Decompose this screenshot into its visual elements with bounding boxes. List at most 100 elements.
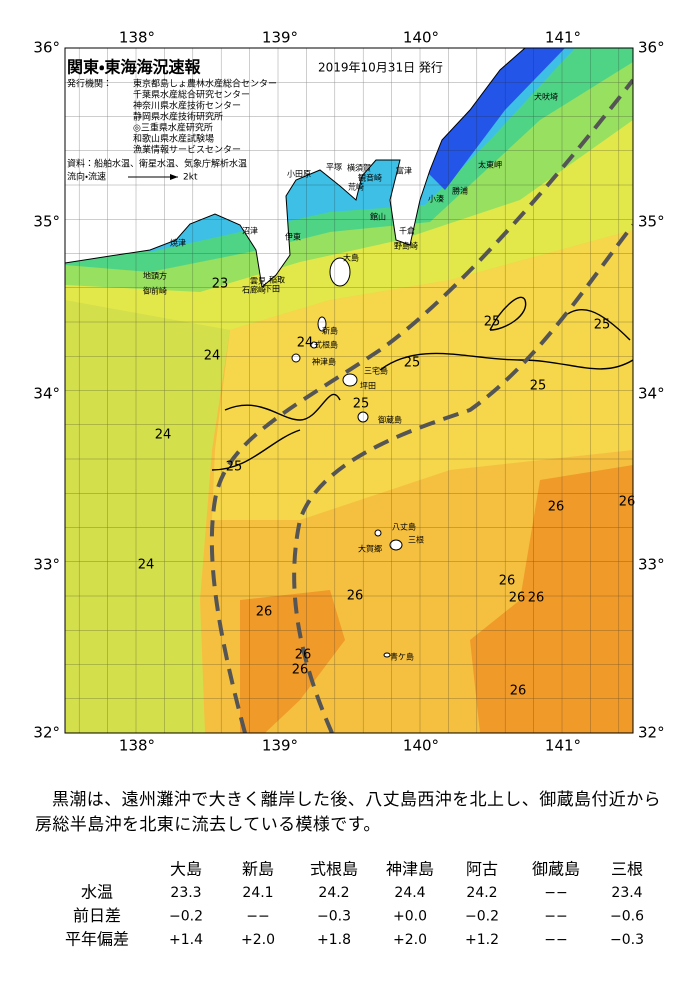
place-name: 三宅島 (364, 366, 388, 376)
place-name: 横須賀 (347, 163, 371, 173)
agency: ◎三重県水産研究所 (133, 122, 213, 134)
table-cell: −− (544, 885, 567, 901)
agency: 神奈川県水産技術センター (133, 100, 241, 112)
table-cell: −0.3 (317, 909, 351, 925)
table-cell: 24.4 (394, 885, 425, 901)
table-column: 式根島 (310, 860, 358, 879)
place-name: 式根島 (314, 340, 338, 350)
table-cell: −0.2 (465, 909, 499, 925)
table-column: 神津島 (386, 860, 434, 879)
issue-date: 2019年10月31日 発行 (318, 61, 443, 75)
place-name: 野島崎 (394, 241, 418, 251)
table-column: 大島 (170, 860, 202, 879)
place-name: 青ケ島 (390, 652, 414, 662)
place-name: 神津島 (312, 357, 336, 367)
table-cell: −− (246, 909, 269, 925)
place-name: 太東岬 (478, 160, 502, 170)
description: 黒潮は、遠州灘沖で大きく離岸した後、八丈島西沖を北上し、御蔵島付近から房総半島沖… (35, 790, 661, 835)
map-title: 関東・東海海況速報 (67, 58, 201, 77)
flow-arrow-head (170, 174, 178, 180)
table-cell: −0.3 (610, 932, 644, 948)
isotherm-label: 25 (484, 315, 501, 330)
place-name: 雲見 (250, 277, 266, 286)
lon-label: 139° (262, 29, 298, 47)
isotherm-label: 26 (510, 684, 527, 699)
table-column: 阿古 (466, 860, 498, 879)
lat-label: 36° (638, 39, 665, 57)
table-column: 新島 (242, 860, 274, 879)
table-row-label: 平年偏差 (65, 930, 129, 949)
table-cell: +1.4 (169, 932, 203, 948)
place-name: 館山 (370, 212, 386, 222)
agencies-label: 発行機関： (67, 78, 112, 90)
place-name: 勝浦 (452, 186, 468, 196)
lon-label: 141° (545, 29, 581, 47)
place-name: 大島 (343, 253, 359, 263)
table-cell: +1.2 (465, 932, 499, 948)
isotherm-label: 26 (509, 591, 526, 606)
lon-label: 138° (119, 737, 155, 755)
place-name: 石廊崎 (242, 285, 266, 295)
lat-label: 32° (33, 724, 60, 742)
table-cell: 23.4 (611, 885, 642, 901)
table-column: 御蔵島 (532, 860, 580, 879)
lon-label: 140° (403, 737, 439, 755)
place-name: 荒崎 (348, 182, 364, 192)
lat-label: 36° (33, 39, 60, 57)
place-name: 焼津 (170, 238, 186, 248)
lat-label: 32° (638, 724, 665, 742)
place-name: 下田 (264, 285, 280, 294)
lat-label: 34° (638, 385, 665, 403)
table-cell: +0.0 (393, 909, 427, 925)
lon-label: 141° (545, 737, 581, 755)
lat-label: 35° (638, 213, 665, 231)
lat-label: 34° (33, 385, 60, 403)
isotherm-label: 25 (530, 379, 547, 394)
isotherm-label: 26 (347, 589, 364, 604)
table-cell: 23.3 (170, 885, 201, 901)
place-name: 平塚 (326, 163, 342, 172)
table-cell: 24.2 (466, 885, 497, 901)
place-name: 三根 (408, 535, 424, 545)
place-name: 富津 (396, 166, 412, 176)
lat-label: 33° (33, 556, 60, 574)
lat-label: 35° (33, 213, 60, 231)
sources: 資料：船舶水温、衛星水温、気象庁解析水温 (67, 158, 247, 170)
isotherm-label: 25 (353, 397, 370, 412)
place-name: 八丈島 (392, 522, 416, 532)
isotherm-label: 26 (292, 663, 309, 678)
table-cell: 24.1 (242, 885, 273, 901)
flow-label: 流向・流速 (67, 171, 106, 183)
table-cell: 24.2 (318, 885, 349, 901)
isotherm-label: 25 (226, 460, 243, 475)
place-name: 観音崎 (358, 173, 382, 183)
agency: 漁業情報サービスセンター (133, 144, 241, 156)
isotherm-label: 26 (499, 574, 516, 589)
isotherm-label: 24 (138, 558, 155, 573)
isotherm-label: 25 (404, 356, 421, 371)
place-name: 地頭方 (143, 271, 167, 281)
place-name: 御蔵島 (378, 415, 402, 425)
table-cell: +2.0 (241, 932, 275, 948)
place-name: 伊東 (285, 232, 301, 242)
isotherm-label: 26 (548, 500, 565, 515)
table-cell: −0.2 (169, 909, 203, 925)
place-name: 千倉 (399, 226, 415, 236)
place-name: 犬吠埼 (534, 92, 558, 102)
place-name: 大賀郷 (358, 544, 382, 554)
lon-label: 139° (262, 737, 298, 755)
table-cell: −− (544, 909, 567, 925)
lat-label: 33° (638, 556, 665, 574)
isotherm-label: 26 (528, 591, 545, 606)
agency: 静岡県水産技術研究所 (133, 111, 223, 123)
place-name: 稲取 (269, 275, 285, 285)
lon-label: 138° (119, 29, 155, 47)
table-cell: −− (544, 932, 567, 948)
isotherm-label: 24 (297, 336, 314, 351)
agency: 千葉県水産総合研究センター (133, 89, 250, 101)
map-frame (64, 47, 634, 734)
isotherm-label: 26 (619, 495, 636, 510)
flow-scale: 2kt (183, 173, 198, 183)
isotherm-label: 24 (204, 349, 221, 364)
